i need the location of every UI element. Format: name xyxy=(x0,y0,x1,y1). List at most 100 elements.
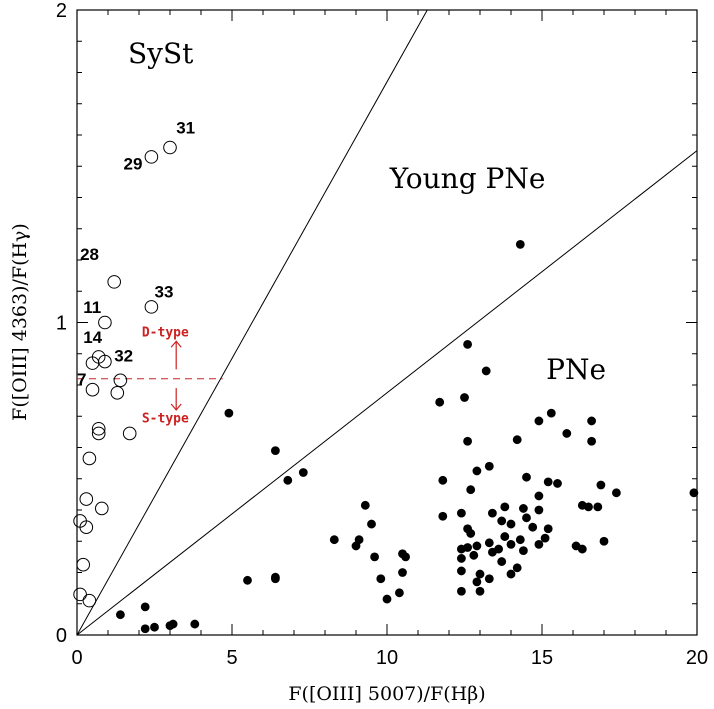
filled-circle-point xyxy=(367,519,376,529)
arrow-down-head xyxy=(170,403,182,411)
filled-circle-point xyxy=(298,468,308,477)
filled-circle-point xyxy=(515,535,525,545)
filled-circle-point xyxy=(457,586,466,596)
open-circle-point xyxy=(76,557,90,572)
filled-circle-point xyxy=(466,529,476,538)
filled-circle-point xyxy=(515,239,525,249)
filled-circle-point xyxy=(543,524,553,534)
point-number-label: 31 xyxy=(176,118,195,137)
filled-circle-point xyxy=(689,488,699,498)
point-number-label: 29 xyxy=(124,154,143,173)
open-circle-point xyxy=(98,354,112,369)
filled-circle-point xyxy=(540,533,550,543)
filled-circle-point xyxy=(497,516,507,526)
filled-circle-point xyxy=(140,624,150,634)
region-label: Young PNe xyxy=(389,162,546,195)
x-tick-label: 0 xyxy=(71,647,82,669)
filled-circle-point xyxy=(435,397,445,407)
filled-circle-point xyxy=(463,543,472,552)
point-number-label: 7 xyxy=(77,370,86,389)
filled-circle-point xyxy=(596,480,606,490)
filled-circle-point xyxy=(543,477,553,487)
tick-labels: 0 5 10 15 20 0 1 2 xyxy=(56,0,708,669)
series-symbiotic-stars xyxy=(73,140,177,608)
filled-circle-point xyxy=(593,502,603,512)
filled-circle-point xyxy=(512,435,522,445)
filled-circle-point xyxy=(500,532,510,541)
filled-circle-point xyxy=(522,472,531,482)
series-planetary-nebulae xyxy=(116,239,699,634)
x-tick-label: 20 xyxy=(686,647,708,669)
open-circle-point xyxy=(113,373,128,388)
filled-circle-point xyxy=(472,577,482,587)
filled-circle-point xyxy=(534,491,544,501)
open-circle-point xyxy=(163,140,177,155)
filled-circle-point xyxy=(553,479,562,488)
filled-circle-point xyxy=(190,619,200,629)
d-type-label: D-type xyxy=(142,326,189,341)
filled-circle-point xyxy=(519,504,528,513)
filled-circle-point xyxy=(401,552,410,562)
filled-circle-point xyxy=(546,408,556,418)
filled-circle-point xyxy=(534,505,544,515)
filled-circle-point xyxy=(283,475,293,485)
open-circle-point xyxy=(73,587,87,602)
filled-circle-point xyxy=(488,547,497,557)
x-tick-label: 10 xyxy=(376,647,398,669)
open-circle-point xyxy=(107,275,121,289)
filled-circle-point xyxy=(351,541,361,551)
open-circle-point xyxy=(82,451,97,466)
filled-circle-point xyxy=(376,574,386,584)
filled-circle-point xyxy=(512,563,522,573)
s-type-label: S-type xyxy=(142,412,189,427)
filled-circle-point xyxy=(506,519,516,529)
filled-circle-point xyxy=(562,429,572,438)
region-label: SySt xyxy=(128,37,194,70)
filled-circle-point xyxy=(168,619,178,629)
point-number-label: 32 xyxy=(114,347,133,366)
open-circle-point xyxy=(144,150,159,164)
filled-circle-point xyxy=(463,339,472,349)
open-circle-point xyxy=(82,593,97,608)
open-circle-point xyxy=(95,501,109,516)
filled-circle-point xyxy=(243,575,252,585)
point-number-label: 28 xyxy=(80,245,99,264)
region-labels: SySt Young PNe PNe xyxy=(128,37,606,386)
region-label: PNe xyxy=(546,353,606,386)
axis-ticks xyxy=(76,9,698,636)
y-axis-title: F([OIII] 4363)/F(Hγ) xyxy=(9,223,31,421)
filled-circle-point xyxy=(612,488,621,498)
point-number-label: 11 xyxy=(83,298,101,317)
filled-circle-point xyxy=(370,552,379,562)
x-tick-label: 15 xyxy=(531,647,553,669)
filled-circle-point xyxy=(577,544,587,554)
open-circle-point xyxy=(122,426,137,441)
x-tick-label: 5 xyxy=(226,647,237,669)
open-circle-point xyxy=(91,421,106,436)
filled-circle-point xyxy=(457,554,466,563)
filled-circle-point xyxy=(382,594,392,604)
filled-circle-point xyxy=(140,602,150,612)
open-circle-point xyxy=(85,382,100,397)
filled-circle-point xyxy=(475,586,485,596)
filled-circle-point xyxy=(469,550,479,560)
filled-circle-point xyxy=(481,366,491,376)
filled-circle-point xyxy=(438,511,448,521)
filled-circle-point xyxy=(534,416,544,426)
open-circle-point xyxy=(110,386,125,400)
open-circle-point xyxy=(144,300,159,314)
filled-circle-point xyxy=(497,557,507,566)
filled-circle-point xyxy=(271,574,280,584)
filled-circle-point xyxy=(599,536,609,546)
filled-circle-point xyxy=(472,541,482,551)
type-annotation: D-type S-type xyxy=(77,326,223,427)
filled-circle-point xyxy=(522,513,531,523)
filled-circle-point xyxy=(457,566,466,576)
open-circle-point xyxy=(91,426,106,441)
dividing-lines xyxy=(76,9,698,636)
point-number-label: 14 xyxy=(83,328,102,347)
open-circle-point xyxy=(79,520,94,534)
filled-circle-point xyxy=(460,393,469,402)
y-tick-label: 1 xyxy=(56,313,67,335)
